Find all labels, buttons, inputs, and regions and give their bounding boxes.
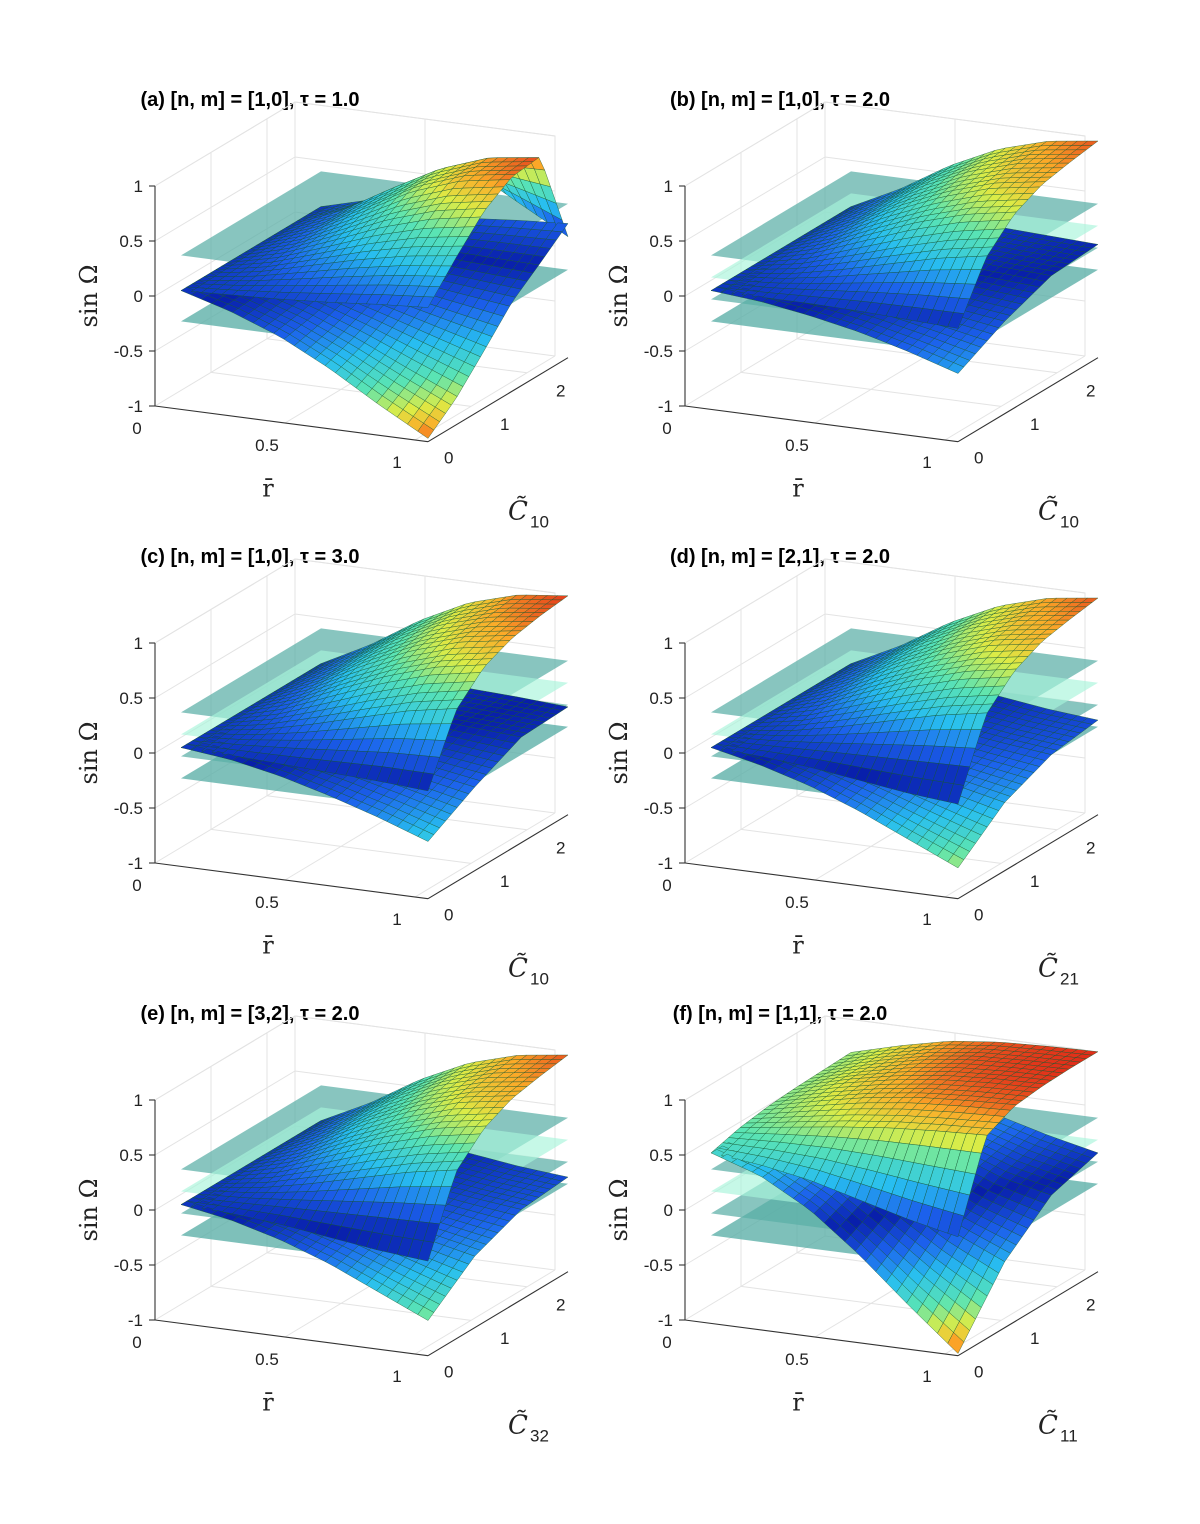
x-tick-label: 1 — [392, 910, 401, 929]
y-axis-label: C̃ — [508, 953, 528, 984]
x-tick-label: 1 — [922, 453, 931, 472]
x-tick-label: 0 — [132, 876, 141, 895]
panel-e: (e) [n, m] = [3,2], τ = 2.0-1-0.500.5100… — [75, 1003, 569, 1446]
y-tick-label: 1 — [500, 415, 509, 434]
y-axis-label: C̃ — [508, 496, 528, 527]
x-tick-label: 0 — [132, 419, 141, 438]
x-tick-label: 0 — [662, 876, 671, 895]
y-tick-label: 2 — [556, 382, 565, 401]
z-tick-label: 1 — [134, 634, 143, 653]
z-tick-label: 1 — [664, 634, 673, 653]
z-tick-label: 0 — [664, 744, 673, 763]
x-axis-label: r̄ — [262, 475, 274, 503]
z-tick-label: 0 — [134, 287, 143, 306]
panel-title: (e) [n, m] = [3,2], τ = 2.0 — [141, 1003, 360, 1025]
x-axis-label: r̄ — [792, 932, 804, 960]
z-tick-label: -0.5 — [114, 342, 143, 361]
y-axis-label: C̃ — [1038, 953, 1058, 984]
z-tick-label: 0.5 — [649, 232, 673, 251]
x-tick-label: 0 — [662, 419, 671, 438]
y-tick-label: 2 — [556, 839, 565, 858]
surfaces — [180, 157, 569, 439]
y-tick-label: 0 — [444, 449, 453, 468]
y-axis-label-subscript: 10 — [1060, 513, 1079, 532]
x-tick-label: 1 — [392, 453, 401, 472]
z-tick-label: 0 — [664, 287, 673, 306]
y-axis-label-subscript: 10 — [530, 513, 549, 532]
panel-d: (d) [n, m] = [2,1], τ = 2.0 -1 -0.5 0 0.5 1 0 0… — [605, 546, 1099, 989]
x-tick-label: 0.5 — [255, 436, 279, 455]
x-tick-label: 0.5 — [785, 893, 809, 912]
z-tick-label: -0.5 — [644, 799, 673, 818]
y-tick-label: 1 — [1030, 415, 1039, 434]
x-axis-label: r̄ — [792, 475, 804, 503]
z-tick-label: 0 — [134, 744, 143, 763]
z-tick-label: -1 — [658, 397, 673, 416]
y-tick-label: 2 — [1086, 839, 1095, 858]
z-tick-label: -1 — [128, 397, 143, 416]
z-tick-label: 1 — [664, 177, 673, 196]
x-axis-label: r̄ — [262, 932, 274, 960]
z-axis-label: sin Ω — [605, 722, 633, 785]
y-axis-label-subscript: 10 — [530, 970, 549, 989]
panel-b: (b) [n, m] = [1,0], τ = 2.0-1-0.500.5100… — [605, 89, 1099, 532]
panel-title: (a) [n, m] = [1,0], τ = 1.0 — [141, 89, 360, 111]
y-axis-label-subscript: 21 — [1060, 970, 1079, 989]
y-tick-label: 1 — [500, 872, 509, 891]
y-tick-label: 2 — [1086, 382, 1095, 401]
z-tick-label: 0.5 — [119, 232, 143, 251]
panel-title: (b) [n, m] = [1,0], τ = 2.0 — [670, 89, 890, 111]
z-tick-label: -0.5 — [644, 342, 673, 361]
x-tick-label: 1 — [922, 910, 931, 929]
z-tick-label: 0.5 — [649, 689, 673, 708]
panel-title: (c) [n, m] = [1,0], τ = 3.0 — [141, 546, 360, 568]
panel-a: (a) [n, m] = [1,0], τ = 1.0-1-0.500.5100… — [75, 89, 569, 532]
panel-title: (d) [n, m] = [2,1], τ = 2.0 — [670, 546, 890, 568]
z-tick-label: 1 — [134, 177, 143, 196]
x-tick-label: 0.5 — [255, 893, 279, 912]
z-axis-label: sin Ω — [75, 265, 103, 328]
z-tick-label: -0.5 — [114, 799, 143, 818]
z-tick-label: -1 — [128, 854, 143, 873]
y-tick-label: 0 — [974, 449, 983, 468]
y-tick-label: 0 — [444, 906, 453, 925]
z-axis-label: sin Ω — [605, 265, 633, 328]
y-tick-label: 1 — [1030, 872, 1039, 891]
z-tick-label: -1 — [658, 854, 673, 873]
x-tick-label: 0.5 — [785, 436, 809, 455]
y-tick-label: 0 — [974, 906, 983, 925]
y-axis-label: C̃ — [1038, 496, 1058, 527]
surfaces — [180, 594, 569, 842]
panel-c: (c) [n, m] = [1,0], τ = 3.0-1-0.500.5100… — [75, 546, 569, 989]
z-tick-label: 0.5 — [119, 689, 143, 708]
surfaces — [710, 140, 1099, 374]
z-axis-label: sin Ω — [75, 722, 103, 785]
